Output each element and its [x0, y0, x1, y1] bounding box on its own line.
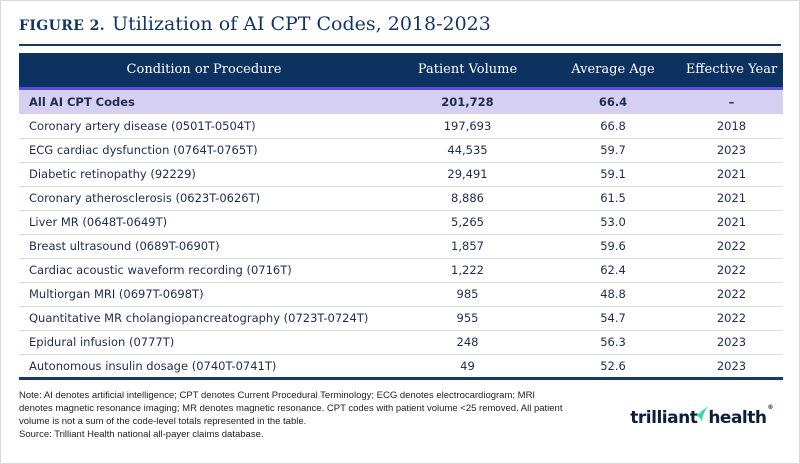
- cell-patient-volume: 955: [389, 305, 546, 330]
- cell-patient-volume: 8,886: [389, 185, 546, 210]
- cell-condition: Multiorgan MRI (0697T-0698T): [19, 281, 389, 306]
- cell-condition: Epidural infusion (0777T): [19, 329, 389, 354]
- cell-patient-volume: 44,535: [389, 137, 546, 162]
- cell-effective-year: 2021: [680, 209, 783, 234]
- cell-patient-volume: 197,693: [443, 118, 492, 133]
- table-row: Diabetic retinopathy (92229) 29,491 59.1…: [19, 161, 783, 186]
- cell-average-age: 53.0: [546, 209, 680, 234]
- cell-average-age: 52.6: [546, 353, 680, 378]
- cell-effective-year: 2022: [680, 257, 783, 282]
- logo-word-health: health: [708, 407, 767, 428]
- cell-patient-volume: 985: [389, 281, 546, 306]
- figure-footer: Note: AI denotes artificial intelligence…: [19, 389, 781, 441]
- cell-average-age: 56.3: [546, 329, 680, 354]
- cell-condition: Coronary artery disease (0501T-0504T): [29, 118, 256, 133]
- cell-average-age: 61.5: [546, 185, 680, 210]
- footnote: Note: AI denotes artificial intelligence…: [19, 389, 562, 441]
- cell-patient-volume: 1,222: [389, 257, 546, 282]
- figure-label: FIGURE 2.: [19, 18, 106, 34]
- cell-average-age: 48.8: [546, 281, 680, 306]
- table-row: ECG cardiac dysfunction (0764T-0765T) 44…: [19, 137, 783, 162]
- cell-average-age: 66.8: [600, 118, 626, 133]
- title-divider: [19, 44, 781, 46]
- cell-effective-year: 2022: [680, 281, 783, 306]
- table-header-row: Condition or Procedure Patient Volume Av…: [19, 53, 783, 90]
- table-row: Coronary atherosclerosis (0623T-0626T) 8…: [19, 185, 783, 210]
- table-row: Multiorgan MRI (0697T-0698T) 985 48.8 20…: [19, 281, 783, 306]
- registered-trademark-icon: ®: [767, 403, 774, 411]
- cell-condition: Coronary atherosclerosis (0623T-0626T): [19, 185, 389, 210]
- summary-cell-effective-year: –: [680, 88, 783, 114]
- cell-effective-year: 2023: [680, 329, 783, 354]
- cell-patient-volume: 248: [389, 329, 546, 354]
- logo-word-trilliant: trilliant: [630, 407, 698, 428]
- note-line: denotes magnetic resonance imaging; MR d…: [19, 402, 563, 414]
- cell-average-age: 59.6: [546, 233, 680, 258]
- summary-cell-patient-volume: 201,728: [389, 88, 546, 114]
- cell-patient-volume: 49: [389, 353, 546, 378]
- table-body: All AI CPT Codes 201,728 66.4 – Coronary…: [19, 88, 783, 378]
- cell-effective-year: 2022: [680, 305, 783, 330]
- cell-average-age: 59.1: [546, 161, 680, 186]
- cell-effective-year: 2018: [716, 118, 747, 133]
- table-row: Cardiac acoustic waveform recording (071…: [19, 257, 783, 282]
- table-row: Quantitative MR cholangiopancreatography…: [19, 305, 783, 330]
- note-line: Note: AI denotes artificial intelligence…: [19, 389, 536, 401]
- summary-cell-average-age: 66.4: [546, 88, 680, 114]
- summary-row: All AI CPT Codes 201,728 66.4 –: [19, 88, 783, 114]
- table-row: Epidural infusion (0777T) 248 56.3 2023: [19, 329, 783, 354]
- summary-cell-condition: All AI CPT Codes: [19, 88, 389, 114]
- cell-condition: Autonomous insulin dosage (0740T-0741T): [19, 353, 389, 378]
- cell-patient-volume: 5,265: [389, 209, 546, 234]
- note-line: volume is not a sum of the code-level to…: [19, 415, 307, 427]
- cell-effective-year: 2022: [680, 233, 783, 258]
- figure-title: FIGURE 2. Utilization of AI CPT Codes, 2…: [19, 13, 781, 35]
- cell-condition: Liver MR (0648T-0649T): [19, 209, 389, 234]
- cell-condition: Breast ultrasound (0689T-0690T): [19, 233, 389, 258]
- table-row: Coronary artery disease (0501T-0504T) 19…: [19, 114, 783, 138]
- cell-patient-volume: 29,491: [389, 161, 546, 186]
- cell-effective-year: 2021: [680, 161, 783, 186]
- cell-condition: ECG cardiac dysfunction (0764T-0765T): [19, 137, 389, 162]
- cell-effective-year: 2023: [680, 353, 783, 378]
- cell-effective-year: 2021: [680, 185, 783, 210]
- logo-swoosh-icon: [696, 404, 711, 422]
- table-row: Breast ultrasound (0689T-0690T) 1,857 59…: [19, 233, 783, 258]
- cell-average-age: 54.7: [546, 305, 680, 330]
- column-header-patient-volume: Patient Volume: [389, 53, 546, 90]
- table-row: Liver MR (0648T-0649T) 5,265 53.0 2021: [19, 209, 783, 234]
- cell-average-age: 62.4: [546, 257, 680, 282]
- column-header-effective-year: Effective Year: [680, 53, 783, 90]
- cell-condition: Cardiac acoustic waveform recording (071…: [19, 257, 389, 282]
- cell-average-age: 59.7: [546, 137, 680, 162]
- table-row: Autonomous insulin dosage (0740T-0741T) …: [19, 353, 783, 378]
- column-header-condition: Condition or Procedure: [19, 53, 389, 90]
- cell-effective-year: 2023: [680, 137, 783, 162]
- cell-condition: Diabetic retinopathy (92229): [19, 161, 389, 186]
- cell-patient-volume: 1,857: [389, 233, 546, 258]
- figure-title-text: Utilization of AI CPT Codes, 2018-2023: [112, 13, 491, 35]
- trilliant-health-logo: trilliant health ®: [630, 402, 781, 428]
- cpt-utilization-table: Condition or Procedure Patient Volume Av…: [19, 53, 783, 380]
- column-header-average-age: Average Age: [546, 53, 680, 90]
- source-line: Source: Trilliant Health national all-pa…: [19, 428, 264, 440]
- cell-condition: Quantitative MR cholangiopancreatography…: [19, 305, 389, 330]
